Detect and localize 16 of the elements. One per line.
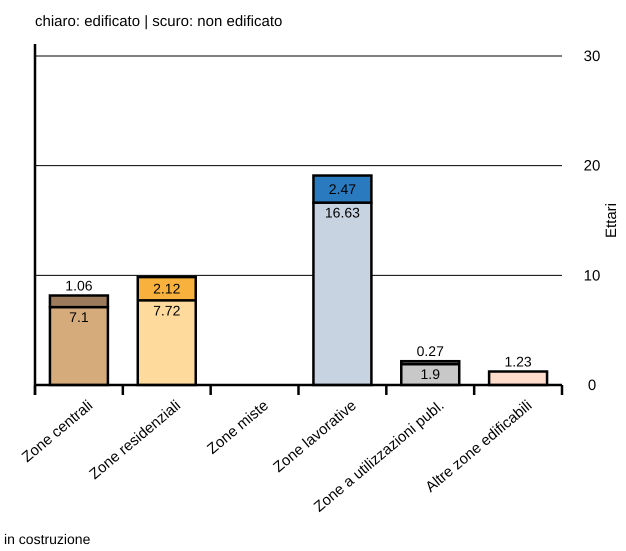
data-label: 2.12 [153, 280, 181, 297]
y-tick-label: 0 [588, 377, 596, 394]
y-tick-label: 10 [584, 267, 600, 284]
data-label: 0.27 [416, 343, 444, 360]
data-label: 1.06 [65, 278, 93, 294]
data-label: 7.72 [153, 302, 181, 318]
y-axis-title: Ettari [603, 202, 620, 238]
data-label: 1.9 [420, 366, 440, 382]
data-label: 7.1 [69, 309, 89, 326]
chart-title: chiaro: edificato | scuro: non edificato [35, 13, 282, 30]
data-label: 2.47 [328, 181, 356, 198]
text: in costruzione [4, 531, 91, 547]
data-label: 1.23 [504, 354, 532, 370]
data-label: 16.63 [324, 204, 360, 221]
y-tick-label: 20 [584, 158, 600, 175]
y-tick-label: 30 [584, 48, 600, 65]
